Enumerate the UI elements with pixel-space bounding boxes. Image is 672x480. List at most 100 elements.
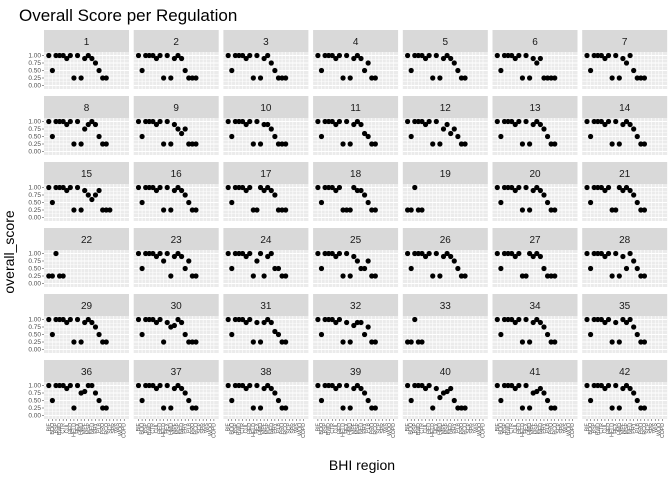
facet-strip xyxy=(133,228,219,250)
data-point xyxy=(358,121,364,128)
data-point xyxy=(135,250,142,257)
x-tick-label: SCP xyxy=(287,422,293,433)
x-tick-label: HMD xyxy=(437,423,443,435)
facet-panel-12: 12 xyxy=(402,96,488,155)
facet-strip xyxy=(44,96,129,118)
data-point xyxy=(602,55,608,62)
y-tick-label: 0.50 xyxy=(28,200,41,207)
y-tick-label: 0.00 xyxy=(28,281,41,288)
data-point xyxy=(372,405,378,411)
data-point xyxy=(527,141,533,147)
x-tick-label: BOO xyxy=(50,423,56,435)
facet-strip-label: 37 xyxy=(171,367,183,378)
data-point xyxy=(78,141,84,147)
data-point xyxy=(516,382,522,389)
data-point xyxy=(627,385,633,392)
data-point xyxy=(78,207,84,213)
data-point xyxy=(182,67,188,74)
data-point xyxy=(516,250,522,257)
data-point xyxy=(247,184,253,191)
x-tick-label: SCP xyxy=(376,422,382,433)
y-tick-label: 0.25 xyxy=(28,273,41,280)
facet-panel-20: 20 xyxy=(492,162,578,221)
data-point xyxy=(96,133,102,140)
x-tick-label: HEX xyxy=(165,422,171,433)
data-point xyxy=(404,52,411,59)
facet-strip-label: 26 xyxy=(440,235,452,246)
x-tick-label: HEX xyxy=(613,422,619,433)
data-point xyxy=(250,75,256,81)
facet-panel-17: 17 xyxy=(223,162,309,221)
data-point xyxy=(527,339,533,345)
x-tick-label: HED xyxy=(158,423,164,434)
data-point xyxy=(318,397,325,404)
data-point xyxy=(347,75,353,81)
facet-strip xyxy=(44,162,129,184)
facet-strip xyxy=(313,96,399,118)
data-point xyxy=(326,382,332,389)
data-point xyxy=(498,397,504,404)
x-tick-label: COPD xyxy=(122,423,128,438)
data-point xyxy=(458,141,465,147)
data-point xyxy=(422,385,429,392)
x-tick-label: CUL xyxy=(154,423,160,433)
data-point xyxy=(96,331,102,338)
data-point xyxy=(494,250,500,257)
data-point xyxy=(103,339,109,345)
data-point xyxy=(519,405,526,411)
y-tick-label: 1.00 xyxy=(28,119,41,126)
data-point xyxy=(498,67,504,74)
data-point xyxy=(283,339,289,345)
data-point xyxy=(458,273,465,279)
data-point xyxy=(100,75,106,81)
data-point xyxy=(178,319,185,326)
data-point xyxy=(523,273,529,279)
data-point xyxy=(146,316,152,323)
data-point xyxy=(279,273,285,279)
data-point xyxy=(336,316,343,323)
x-tick-label: SPR xyxy=(559,423,565,434)
data-point xyxy=(322,382,328,389)
data-point xyxy=(329,316,335,323)
data-point xyxy=(247,52,253,59)
data-point xyxy=(157,52,163,59)
data-point xyxy=(516,52,522,59)
data-point xyxy=(587,397,594,404)
x-tick-label: BSP xyxy=(502,422,508,433)
x-axis-title: BHI region xyxy=(329,457,395,473)
data-point xyxy=(455,405,461,411)
facet-panel-2: 2 xyxy=(133,30,219,89)
facet-strip-label: 11 xyxy=(350,103,361,114)
data-point xyxy=(623,265,630,272)
data-point xyxy=(232,52,238,59)
x-tick-label: PRO xyxy=(369,423,375,434)
data-point xyxy=(229,397,235,404)
data-point xyxy=(534,316,540,323)
x-tick-label: PLB xyxy=(366,422,372,432)
data-point xyxy=(623,184,630,191)
data-point xyxy=(448,385,454,392)
x-tick-label: PHY xyxy=(631,422,637,433)
facet-strip xyxy=(313,30,399,52)
x-tick-label: BSP xyxy=(412,422,418,433)
data-point xyxy=(74,382,81,389)
x-tick-label: HELD xyxy=(520,423,526,437)
data-point xyxy=(609,405,615,411)
facet-panel-33: 33 xyxy=(402,294,488,353)
x-tick-label: CUL xyxy=(513,423,519,433)
data-point xyxy=(433,250,439,257)
data-point xyxy=(552,405,558,411)
data-point xyxy=(171,322,178,329)
data-point xyxy=(265,253,271,260)
x-tick-label: HELD xyxy=(341,423,347,437)
y-tick-label: 0.75 xyxy=(28,390,41,397)
facet-strip xyxy=(223,162,309,184)
data-point xyxy=(265,52,271,59)
data-point xyxy=(56,316,63,323)
data-point xyxy=(426,52,432,59)
data-point xyxy=(326,250,332,257)
data-point xyxy=(261,187,267,194)
data-point xyxy=(598,52,604,59)
data-point xyxy=(135,118,142,125)
data-point xyxy=(189,339,195,345)
